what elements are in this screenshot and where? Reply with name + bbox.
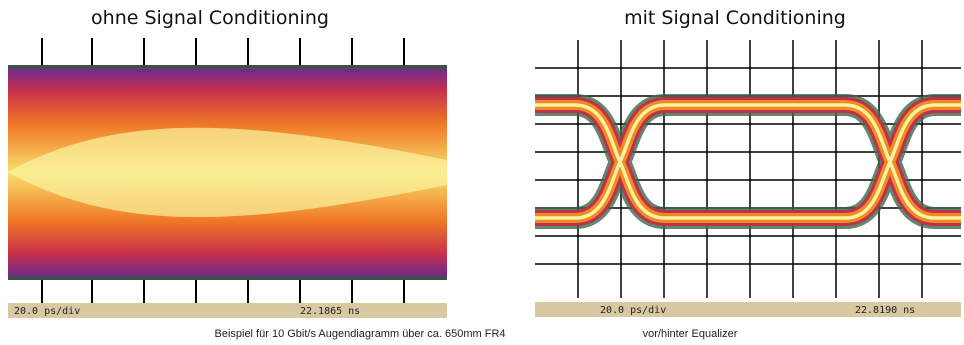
status-bar <box>535 302 961 317</box>
bottom-ticks <box>41 280 405 303</box>
status-bar <box>8 303 447 318</box>
position: 22.1865 ns <box>300 306 360 317</box>
timebase: 20.0 ps/div <box>14 306 80 317</box>
panel-title: ohne Signal Conditioning <box>91 7 329 29</box>
right-panel: mit Signal Conditioning <box>535 7 961 317</box>
caption: Beispiel für 10 Gbit/s Augendiagramm übe… <box>214 328 505 340</box>
eye-trace <box>535 94 961 229</box>
left-panel: ohne Signal Conditioning 20.0 ps/div 22.… <box>8 7 447 318</box>
eye-crossing <box>8 127 447 218</box>
timebase: 20.0 ps/div <box>600 305 666 316</box>
top-ticks <box>41 38 405 66</box>
panel-title: mit Signal Conditioning <box>624 7 846 29</box>
caption-note: vor/hinter Equalizer <box>643 328 738 340</box>
position: 22.8190 ns <box>855 305 915 316</box>
